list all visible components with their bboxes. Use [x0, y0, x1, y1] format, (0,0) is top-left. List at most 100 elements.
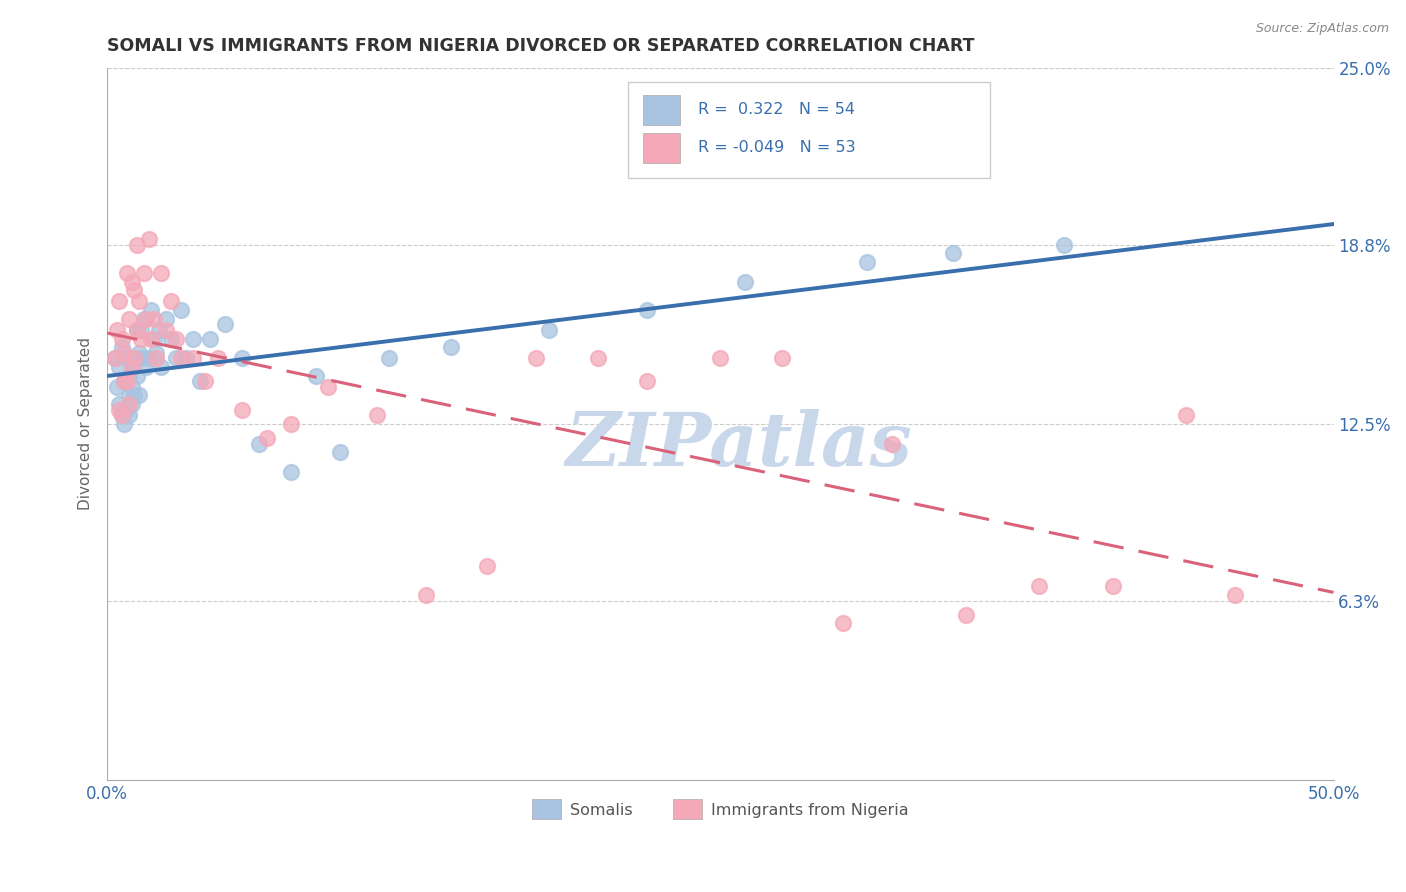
Point	[118, 388, 141, 402]
Point	[131, 351, 153, 366]
Point	[108, 294, 131, 309]
Point	[132, 266, 155, 280]
Point	[280, 466, 302, 480]
Point	[131, 323, 153, 337]
Point	[128, 345, 150, 359]
Bar	[643, 133, 681, 162]
Point	[115, 402, 138, 417]
Point	[1053, 237, 1076, 252]
Point	[112, 374, 135, 388]
Point	[145, 345, 167, 359]
Point	[135, 359, 157, 374]
Point	[108, 397, 131, 411]
Point	[832, 616, 855, 631]
Point	[125, 323, 148, 337]
Point	[125, 368, 148, 383]
Legend: Somalis, Immigrants from Nigeria: Somalis, Immigrants from Nigeria	[526, 793, 915, 825]
Point	[942, 246, 965, 260]
Point	[122, 283, 145, 297]
Point	[138, 232, 160, 246]
Point	[115, 374, 138, 388]
Point	[439, 340, 461, 354]
Point	[155, 311, 177, 326]
Text: SOMALI VS IMMIGRANTS FROM NIGERIA DIVORCED OR SEPARATED CORRELATION CHART: SOMALI VS IMMIGRANTS FROM NIGERIA DIVORC…	[107, 37, 974, 55]
Point	[586, 351, 609, 366]
Point	[105, 380, 128, 394]
Point	[150, 359, 173, 374]
Point	[207, 351, 229, 366]
Point	[955, 607, 977, 622]
Point	[636, 374, 658, 388]
Point	[304, 368, 326, 383]
Bar	[643, 95, 681, 125]
Point	[181, 351, 204, 366]
Point	[165, 351, 187, 366]
Point	[111, 340, 134, 354]
Point	[214, 318, 236, 332]
Point	[636, 303, 658, 318]
Point	[121, 275, 143, 289]
Point	[1101, 579, 1123, 593]
Point	[231, 402, 253, 417]
Point	[121, 397, 143, 411]
Point	[174, 351, 197, 366]
Text: Source: ZipAtlas.com: Source: ZipAtlas.com	[1256, 22, 1389, 36]
Point	[170, 303, 193, 318]
Point	[135, 311, 157, 326]
Text: ZIPatlas: ZIPatlas	[565, 409, 912, 482]
Point	[194, 374, 217, 388]
Point	[155, 323, 177, 337]
Point	[112, 345, 135, 359]
Point	[141, 332, 163, 346]
Point	[108, 402, 131, 417]
Point	[121, 359, 143, 374]
Point	[103, 351, 125, 366]
Point	[160, 294, 183, 309]
Point	[138, 351, 160, 366]
Point	[231, 351, 253, 366]
Point	[132, 311, 155, 326]
Point	[856, 254, 879, 268]
Point	[105, 323, 128, 337]
Point	[125, 323, 148, 337]
Point	[378, 351, 401, 366]
Point	[415, 588, 437, 602]
Point	[1175, 409, 1198, 423]
Point	[770, 351, 793, 366]
Point	[366, 409, 388, 423]
Text: R = -0.049   N = 53: R = -0.049 N = 53	[699, 140, 856, 155]
Point	[477, 559, 499, 574]
Point	[112, 374, 135, 388]
Point	[170, 351, 193, 366]
Y-axis label: Divorced or Separated: Divorced or Separated	[79, 337, 93, 510]
Point	[1028, 579, 1050, 593]
Point	[111, 409, 134, 423]
Point	[181, 332, 204, 346]
Point	[131, 332, 153, 346]
Point	[537, 323, 560, 337]
Point	[141, 303, 163, 318]
Point	[118, 397, 141, 411]
Point	[118, 368, 141, 383]
Point	[122, 351, 145, 366]
Point	[125, 237, 148, 252]
Point	[122, 388, 145, 402]
Point	[111, 409, 134, 423]
Point	[122, 351, 145, 366]
Text: R =  0.322   N = 54: R = 0.322 N = 54	[699, 103, 855, 118]
Point	[115, 266, 138, 280]
Point	[734, 275, 756, 289]
Point	[103, 351, 125, 366]
Point	[316, 380, 339, 394]
Point	[150, 266, 173, 280]
Point	[1225, 588, 1247, 602]
Point	[247, 437, 270, 451]
Point	[148, 323, 170, 337]
Point	[709, 351, 731, 366]
Point	[145, 351, 167, 366]
Point	[880, 437, 903, 451]
Point	[118, 409, 141, 423]
Point	[121, 359, 143, 374]
Bar	[628, 82, 990, 178]
Point	[128, 294, 150, 309]
